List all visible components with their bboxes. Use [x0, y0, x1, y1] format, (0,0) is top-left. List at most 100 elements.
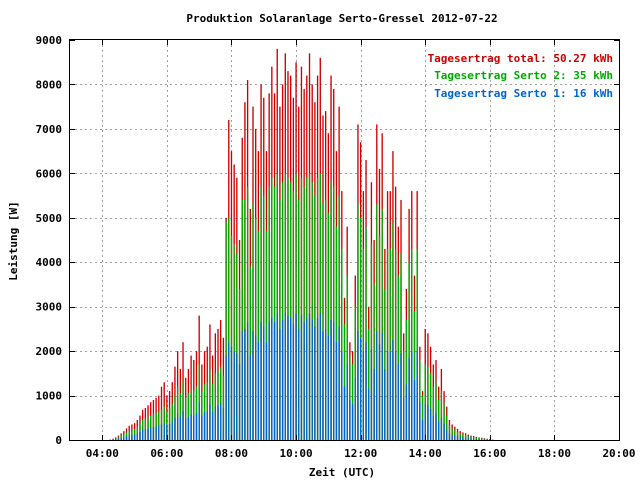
bar-series-1: [368, 328, 370, 440]
bar-series-1: [373, 284, 375, 440]
bar-series-2: [429, 408, 432, 440]
bar-series-2: [373, 368, 375, 440]
bar-series-2: [230, 346, 233, 440]
bar-series-2: [456, 436, 459, 440]
bar-series-1: [276, 173, 278, 440]
bar-series-1: [179, 393, 182, 440]
bar-series-1: [228, 217, 230, 440]
bar-series-1: [392, 222, 394, 440]
bar-series-2: [257, 342, 260, 440]
bar-series-1: [298, 200, 300, 440]
bar-series-2: [359, 337, 362, 440]
y-tick-labels: 0 1000 2000 3000 4000 5000 6000 7000 8000 9000: [36, 34, 63, 447]
bar-series-1: [470, 436, 472, 440]
bar-series-1: [287, 177, 289, 440]
bar-series-1: [454, 430, 456, 440]
bar-series-2: [335, 342, 338, 440]
bar-series-1: [241, 200, 243, 440]
bar-series-2: [203, 412, 206, 440]
bar-series-1: [419, 360, 421, 440]
bar-series-2: [349, 400, 351, 440]
bar-series-1: [330, 182, 332, 440]
bar-series-2: [346, 364, 348, 440]
x-tick-label: 06:00: [150, 447, 183, 460]
bar-series-2: [123, 437, 125, 440]
bar-series-2: [475, 438, 478, 440]
y-tick-label: 8000: [36, 78, 63, 91]
bar-series-1: [187, 393, 190, 440]
bar-series-2: [238, 364, 241, 440]
bar-series-1: [359, 217, 362, 440]
bar-series-2: [392, 340, 394, 440]
bar-series-2: [209, 404, 211, 440]
bar-series-2: [467, 438, 469, 440]
y-tick-label: 2000: [36, 345, 63, 358]
bar-series-1: [473, 437, 475, 440]
bar-series-1: [459, 433, 461, 440]
bar-series-2: [190, 414, 192, 440]
bar-series-2: [128, 435, 130, 440]
bar-series-2: [276, 313, 278, 440]
bar-series-1: [273, 186, 276, 440]
bar-series-2: [459, 436, 461, 440]
bar-series-2: [327, 335, 330, 440]
bar-series-2: [225, 355, 227, 440]
bar-series-1: [333, 186, 335, 440]
bar-series-1: [408, 262, 410, 440]
bar-series-2: [462, 437, 464, 440]
bar-series-1: [405, 320, 408, 440]
bar-series-1: [400, 253, 402, 440]
bar-series-2: [233, 351, 235, 440]
bar-series-2: [131, 434, 133, 440]
bar-series-2: [115, 439, 117, 440]
bar-series-2: [144, 429, 147, 440]
bar-series-1: [292, 191, 295, 440]
bar-series-1: [343, 324, 346, 440]
bar-series-1: [448, 425, 451, 440]
bar-series-1: [386, 248, 389, 440]
x-tick-label: 08:00: [215, 447, 248, 460]
bar-series-2: [185, 418, 187, 440]
bar-series-2: [152, 427, 155, 440]
bar-series-2: [201, 415, 203, 440]
bar-series-2: [141, 430, 144, 440]
bar-series-2: [333, 322, 335, 440]
bar-series-2: [228, 342, 230, 440]
bar-series-2: [117, 438, 120, 440]
bar-series-1: [338, 195, 340, 440]
bar-series-1: [397, 275, 399, 440]
bar-series-2: [125, 436, 128, 440]
bar-series-2: [330, 320, 332, 440]
bar-series-1: [311, 182, 313, 440]
bar-series-1: [483, 438, 486, 440]
bar-series-2: [370, 348, 373, 440]
bar-series-2: [470, 438, 472, 440]
bar-series-2: [244, 328, 246, 440]
bar-series-1: [478, 438, 480, 440]
bar-series-1: [327, 213, 330, 440]
series-1-bars: [109, 173, 494, 440]
y-tick-label: 7000: [36, 123, 63, 136]
bar-series-2: [133, 434, 136, 440]
bar-series-2: [187, 416, 190, 440]
bar-series-1: [413, 311, 416, 440]
bar-series-2: [268, 322, 270, 440]
bar-series-1: [295, 173, 297, 440]
bar-series-2: [295, 313, 297, 440]
tick-marks: [70, 40, 620, 441]
bar-series-2: [300, 315, 303, 440]
bar-series-2: [448, 433, 451, 440]
bar-series-2: [281, 320, 284, 440]
bar-series-2: [324, 328, 327, 440]
bar-series-2: [139, 432, 141, 440]
x-tick-label: 12:00: [344, 447, 377, 460]
bar-series-1: [316, 177, 319, 440]
bar-series-1: [284, 173, 286, 440]
bar-series-2: [303, 322, 305, 440]
bar-series-2: [298, 328, 300, 440]
bar-series-2: [198, 402, 200, 440]
bar-series-2: [263, 326, 265, 440]
y-tick-label: 0: [55, 434, 62, 447]
bar-series-1: [314, 195, 316, 440]
